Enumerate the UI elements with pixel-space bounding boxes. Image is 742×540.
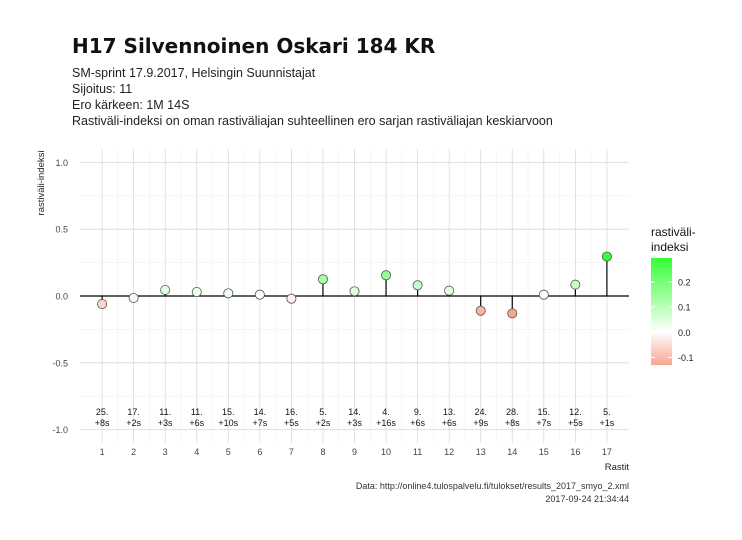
data-point <box>444 285 455 296</box>
timestamp-caption: 2017-09-24 21:34:44 <box>545 494 629 504</box>
data-point <box>97 299 108 310</box>
y-tick-label: 0.0 <box>55 292 68 302</box>
time-diff-label: +3s <box>158 418 173 428</box>
subtitle-description: Rastiväli-indeksi on oman rastiväliajan … <box>72 114 553 128</box>
y-tick-label: -0.5 <box>52 358 68 368</box>
data-point <box>223 288 234 299</box>
time-diff-label: +3s <box>347 418 362 428</box>
y-axis-title: rastiväli-indeksi <box>36 151 47 216</box>
time-diff-label: +6s <box>410 418 425 428</box>
rank-label: 9. <box>414 407 422 417</box>
data-source-caption: Data: http://online4.tulospalvelu.fi/tul… <box>356 481 629 491</box>
time-diff-label: +2s <box>126 418 141 428</box>
time-diff-label: +5s <box>284 418 299 428</box>
data-point <box>538 289 549 300</box>
time-diff-label: +7s <box>252 418 267 428</box>
rank-label: 13. <box>443 407 456 417</box>
x-tick-label: 6 <box>257 447 262 457</box>
time-diff-label: +5s <box>568 418 583 428</box>
page-title: H17 Silvennoinen Oskari 184 KR <box>72 34 436 58</box>
x-tick-label: 4 <box>194 447 199 457</box>
legend-tick-label: 0.0 <box>678 328 691 338</box>
color-legend: rastiväli- indeksi 0.2 0.1 0.0 -0.1 <box>651 225 696 365</box>
x-tick-label: 14 <box>507 447 517 457</box>
x-tick-label: 13 <box>476 447 486 457</box>
x-tick-label: 8 <box>320 447 325 457</box>
rank-label: 15. <box>538 407 551 417</box>
rank-label: 14. <box>254 407 267 417</box>
legend-tick-label: 0.1 <box>678 303 691 313</box>
time-diff-label: +2s <box>316 418 331 428</box>
y-tick-label: 0.5 <box>55 225 68 235</box>
x-tick-label: 2 <box>131 447 136 457</box>
x-tick-label: 17 <box>602 447 612 457</box>
rank-label: 25. <box>96 407 109 417</box>
time-diff-label: +6s <box>442 418 457 428</box>
x-tick-label: 3 <box>163 447 168 457</box>
x-tick-label: 7 <box>289 447 294 457</box>
rank-label: 16. <box>285 407 298 417</box>
rank-label: 28. <box>506 407 519 417</box>
subtitle-event: SM-sprint 17.9.2017, Helsingin Suunnista… <box>72 66 316 80</box>
time-diff-label: +7s <box>536 418 551 428</box>
data-point <box>475 305 486 316</box>
rank-label: 11. <box>191 407 203 417</box>
data-point <box>412 280 423 291</box>
split-labels: 25.+8s17.+2s11.+3s11.+6s15.+10s14.+7s16.… <box>95 407 615 428</box>
rank-label: 5. <box>319 407 327 417</box>
data-point <box>128 293 139 304</box>
rank-label: 17. <box>127 407 140 417</box>
data-point <box>254 289 265 300</box>
rank-label: 4. <box>382 407 390 417</box>
time-diff-label: +6s <box>189 418 204 428</box>
x-tick-label: 10 <box>381 447 391 457</box>
time-diff-label: +10s <box>218 418 238 428</box>
time-diff-label: +8s <box>505 418 520 428</box>
x-tick-label: 12 <box>444 447 454 457</box>
x-tick-label: 1 <box>100 447 105 457</box>
data-point <box>601 251 612 262</box>
time-diff-label: +8s <box>95 418 110 428</box>
rank-label: 5. <box>603 407 611 417</box>
legend-title-line2: indeksi <box>651 240 688 254</box>
points <box>97 251 612 319</box>
y-tick-label: 1.0 <box>55 158 68 168</box>
data-point <box>160 284 171 295</box>
data-point <box>381 270 392 281</box>
rank-label: 11. <box>159 407 171 417</box>
x-axis-title: Rastit <box>605 462 630 473</box>
data-point <box>507 308 518 319</box>
grid-lines <box>80 149 629 443</box>
data-point <box>191 286 202 297</box>
time-diff-label: +1s <box>600 418 615 428</box>
subtitle-placing: Sijoitus: 11 <box>72 82 133 96</box>
rank-label: 15. <box>222 407 235 417</box>
x-tick-label: 5 <box>226 447 231 457</box>
axes: 1 2 3 4 5 6 7 8 9 10 11 12 13 14 15 16 17-1.0-0.50.00.51… <box>52 158 611 457</box>
time-diff-label: +16s <box>376 418 396 428</box>
time-diff-label: +9s <box>473 418 488 428</box>
data-point <box>286 293 297 304</box>
rank-label: 14. <box>348 407 361 417</box>
x-tick-label: 16 <box>570 447 580 457</box>
legend-tick-label: -0.1 <box>678 353 694 363</box>
data-point <box>349 286 360 297</box>
legend-ticks: 0.2 0.1 0.0 -0.1 <box>651 277 694 363</box>
rank-label: 24. <box>474 407 487 417</box>
x-tick-label: 15 <box>539 447 549 457</box>
y-tick-label: -1.0 <box>52 425 68 435</box>
x-tick-label: 9 <box>352 447 357 457</box>
subtitle-gap: Ero kärkeen: 1M 14S <box>72 98 190 112</box>
legend-color-bar <box>651 258 672 365</box>
data-point <box>317 274 328 285</box>
x-tick-label: 11 <box>413 447 422 457</box>
data-point <box>570 279 581 290</box>
legend-tick-label: 0.2 <box>678 277 691 287</box>
legend-title-line1: rastiväli- <box>651 225 696 239</box>
rank-label: 12. <box>569 407 582 417</box>
